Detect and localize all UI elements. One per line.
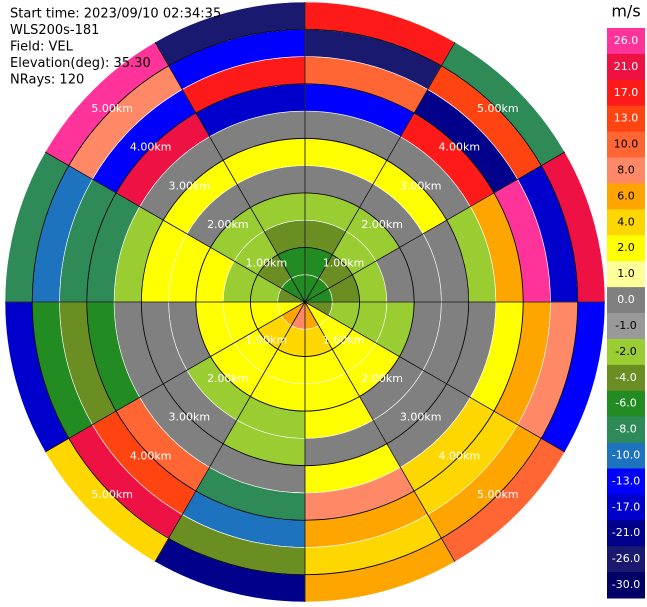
colorbar-band xyxy=(607,235,645,262)
colorbar-band xyxy=(607,364,645,392)
range-ring xyxy=(140,137,470,467)
colorbar-band xyxy=(607,131,645,159)
colorbar-label: -10.0 xyxy=(612,449,640,462)
colorbar-label: -4.0 xyxy=(615,371,636,384)
range-ring xyxy=(195,192,415,412)
colorbar-label: 13.0 xyxy=(614,112,639,125)
range-label: 1.00km xyxy=(246,256,288,269)
colorbar-label: -21.0 xyxy=(612,526,640,539)
colorbar-label: -17.0 xyxy=(612,500,640,513)
colorbar-label: 0.0 xyxy=(617,293,635,306)
colorbar-band xyxy=(607,494,645,521)
spoke xyxy=(304,301,456,563)
colorbar-label: 26.0 xyxy=(614,34,639,47)
colorbar-label: 21.0 xyxy=(614,60,639,73)
spoke xyxy=(304,301,566,453)
range-label: 4.00km xyxy=(438,449,480,462)
colorbar-label: -13.0 xyxy=(612,474,640,487)
colorbar-band xyxy=(607,520,645,547)
range-label: 1.00km xyxy=(323,334,365,347)
colorbar-title: m/s xyxy=(611,2,640,21)
colorbar-band xyxy=(607,157,645,184)
colorbar-label: 8.0 xyxy=(617,164,635,177)
range-label: 3.00km xyxy=(400,179,442,192)
colorbar-label: -1.0 xyxy=(615,319,636,332)
range-label: 4.00km xyxy=(130,141,172,154)
spoke xyxy=(154,301,306,563)
colorbar-band xyxy=(607,261,645,288)
colorbar-band xyxy=(607,468,645,495)
colorbar-label: 4.0 xyxy=(617,215,635,228)
spoke xyxy=(154,41,306,303)
ppi-plot: 1.00km 1.00km 1.00km 1.00km 2.00km 2.00km 2.00… xyxy=(4,1,606,603)
range-ring xyxy=(250,247,360,357)
colorbar-band xyxy=(607,390,645,418)
colorbar-band xyxy=(607,183,645,210)
range-label: 3.00km xyxy=(400,411,442,424)
colorbar-band xyxy=(607,53,645,81)
colorbar-band xyxy=(607,572,645,599)
range-label: 4.00km xyxy=(130,449,172,462)
spoke xyxy=(44,301,306,453)
colorbar-band xyxy=(607,416,645,444)
info-line: Start time: 2023/09/10 02:34:35 xyxy=(10,7,221,22)
colorbar: m/s 26.0 21.0 17.0 13.0 10.0 8.0 6.0 4.0 2.0 1.0 0.… xyxy=(607,2,645,599)
info-line: Field: VEL xyxy=(10,40,74,55)
range-label: 5.00km xyxy=(91,488,133,501)
colorbar-band xyxy=(607,209,645,236)
range-label: 1.00km xyxy=(323,256,365,269)
colorbar-band xyxy=(607,28,645,55)
range-label: 3.00km xyxy=(169,179,211,192)
spoke xyxy=(304,151,566,303)
colorbar-band xyxy=(607,313,645,340)
colorbar-label: -8.0 xyxy=(615,423,636,436)
spoke xyxy=(44,151,306,303)
info-line: WLS200s-181 xyxy=(10,23,99,38)
colorbar-band xyxy=(607,338,645,366)
spoke xyxy=(304,41,456,303)
range-label: 3.00km xyxy=(169,411,211,424)
range-ring xyxy=(86,83,524,521)
colorbar-band xyxy=(607,287,645,314)
info-block: Start time: 2023/09/10 02:34:35WLS200s-1… xyxy=(10,7,221,88)
colorbar-label: -2.0 xyxy=(615,345,636,358)
range-label: 1.00km xyxy=(246,334,288,347)
range-label: 2.00km xyxy=(207,372,249,385)
range-label: 2.00km xyxy=(207,218,249,231)
range-label: 5.00km xyxy=(477,488,519,501)
colorbar-label: 6.0 xyxy=(617,189,635,202)
colorbar-label: -26.0 xyxy=(612,552,640,565)
range-label: 5.00km xyxy=(91,102,133,115)
colorbar-label: 2.0 xyxy=(617,241,635,254)
colorbar-band xyxy=(607,442,645,469)
range-label: 4.00km xyxy=(438,141,480,154)
colorbar-band xyxy=(607,546,645,573)
colorbar-band xyxy=(607,105,645,133)
colorbar-band xyxy=(607,79,645,107)
range-label: 5.00km xyxy=(477,102,519,115)
info-line: NRays: 120 xyxy=(10,73,84,88)
range-label: 2.00km xyxy=(361,218,403,231)
range-ring xyxy=(31,28,579,576)
colorbar-label: 1.0 xyxy=(617,267,635,280)
info-line: Elevation(deg): 35.30 xyxy=(10,56,151,71)
colorbar-label: -6.0 xyxy=(615,397,636,410)
range-label: 2.00km xyxy=(361,372,403,385)
colorbar-label: -30.0 xyxy=(612,578,640,591)
colorbar-label: 17.0 xyxy=(614,86,639,99)
colorbar-label: 10.0 xyxy=(614,138,639,151)
